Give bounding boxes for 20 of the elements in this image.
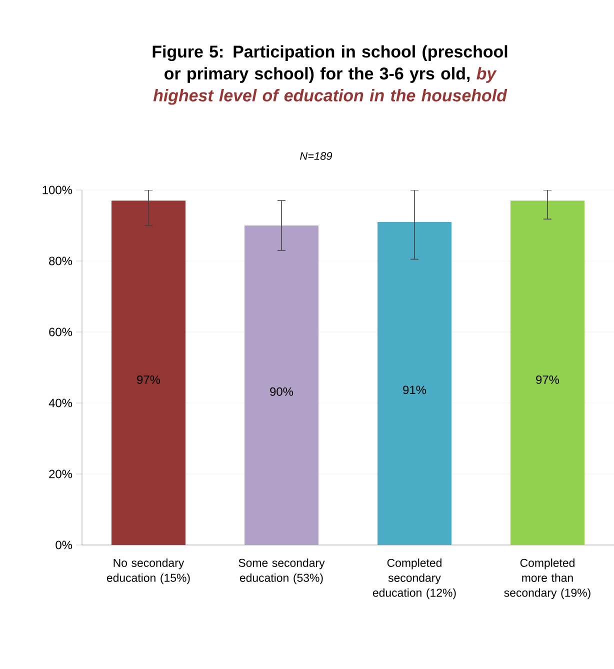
x-tick-label: Completed more than secondary (19%) <box>504 558 590 600</box>
x-tick-label: No secondary education (15%) <box>106 558 190 584</box>
data-label: 97% <box>536 375 560 384</box>
chart-title: Figure 5: Participation in school (preschool or primary school) for the 3-6 yrs old, by highest level of education in the household <box>152 45 508 105</box>
bar <box>112 200 186 545</box>
x-tick-label: Some secondary education (53%) <box>238 558 325 584</box>
y-tick-label: 0% <box>56 540 72 550</box>
bar <box>510 200 584 545</box>
y-tick-label: 100% <box>42 186 72 194</box>
y-tick-label: 60% <box>49 328 72 336</box>
y-tick-label: 40% <box>48 398 72 408</box>
bar <box>378 222 452 545</box>
data-label: 97% <box>137 375 160 384</box>
y-tick-label: 20% <box>49 470 72 478</box>
bar <box>244 225 318 545</box>
chart-subtitle: N=189 <box>300 152 332 160</box>
y-tick-label: 80% <box>49 256 72 266</box>
data-label: 90% <box>270 387 294 396</box>
data-label: 91% <box>403 386 426 394</box>
x-tick-label: Completed secondary education (12%) <box>372 558 456 600</box>
